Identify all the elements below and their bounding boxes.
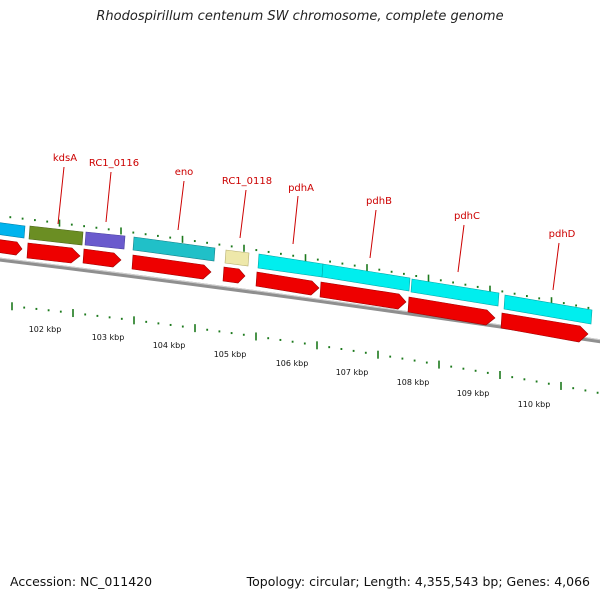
gene-label-pdhC: pdhC [454,211,480,222]
map-title: Rhodospirillum centenum SW chromosome, c… [96,9,504,24]
scale-label: 110 kbp [518,400,551,409]
cds-arrow[interactable] [0,239,23,256]
gene-block-kdsA[interactable] [28,225,84,246]
gene-block-pdhB[interactable] [321,263,411,292]
scale-label: 108 kbp [397,378,430,387]
scale-labels: 102 kbp 103 kbp 104 kbp 105 kbp 106 kbp … [29,325,551,409]
gene-labels: kdsA RC1_0116 eno RC1_0118 pdhA pdhB pdh… [53,153,576,240]
gene-block-eno[interactable] [132,236,216,262]
cds-arrow[interactable] [255,271,320,296]
gene-label-kdsA: kdsA [53,153,77,164]
scale-label: 102 kbp [29,325,62,334]
gene-label-rc1-0118: RC1_0118 [222,176,272,187]
gene-label-eno: eno [175,167,194,178]
cds-arrow[interactable] [131,254,212,280]
scale-label: 106 kbp [276,359,309,368]
gene-block-pdhD[interactable] [503,294,593,325]
gene-label-pdhD: pdhD [549,229,576,240]
cds-arrow[interactable] [222,266,246,284]
gene-label-pdhA: pdhA [288,183,314,194]
gene-leader-lines [57,166,560,291]
accession-text: Accession: NC_011420 [10,574,153,589]
scale-label: 104 kbp [153,341,186,350]
cds-arrow[interactable] [26,242,81,264]
gene-block-rc1-0118[interactable] [224,249,250,267]
cds-arrow[interactable] [500,312,589,343]
cds-arrow[interactable] [407,296,496,326]
cds-arrows [0,239,589,343]
genome-summary-text: Topology: circular; Length: 4,355,543 bp… [246,574,590,589]
scale-label: 109 kbp [457,389,490,398]
gene-label-pdhB: pdhB [366,196,392,207]
upper-tick-row [9,216,590,309]
scale-label: 107 kbp [336,368,369,377]
cds-arrow[interactable] [319,281,407,310]
gene-block-pdhC[interactable] [410,278,500,307]
gene-blocks [0,222,593,325]
cds-arrow[interactable] [82,248,122,268]
gene-block-rc1-0116[interactable] [84,231,126,250]
gene-block-partial-left[interactable] [0,222,26,239]
scale-label: 103 kbp [92,333,125,342]
scale-tick-row [11,302,599,394]
scale-label: 105 kbp [214,350,247,359]
gene-label-rc1-0116: RC1_0116 [89,158,139,169]
